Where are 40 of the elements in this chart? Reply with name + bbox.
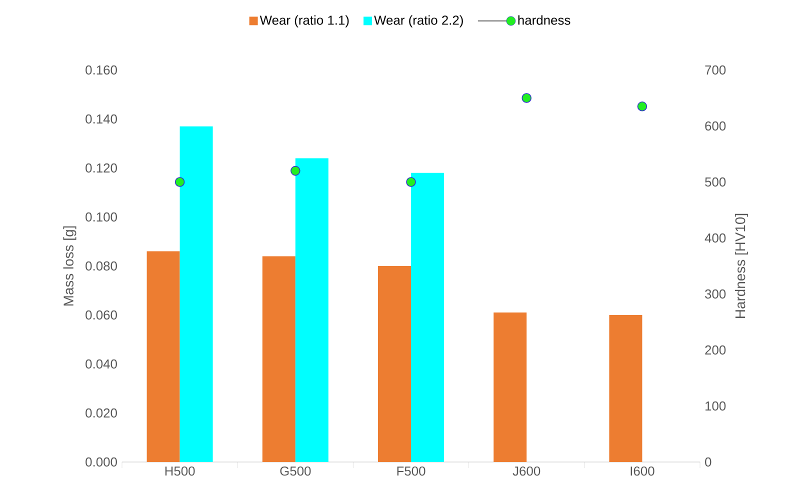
legend-label: hardness [518, 15, 570, 25]
point [406, 177, 416, 187]
y-tick-label: 0.120 [86, 163, 117, 173]
y2-tick-label: 100 [706, 401, 726, 411]
y-tick-label: 0.060 [86, 310, 117, 320]
x-tick-label: G500 [280, 466, 311, 476]
y-tick-label: 0.100 [86, 212, 117, 222]
point [290, 166, 300, 176]
legend-label: Wear (ratio 2.2) [374, 15, 463, 28]
y-tick-label: 0.040 [86, 359, 117, 369]
y2-tick-label: 300 [705, 289, 726, 299]
bar [262, 256, 296, 462]
x-tick-label: I600 [630, 466, 654, 476]
bar [609, 315, 642, 462]
x-tick-label: J600 [512, 466, 540, 476]
y-tick-label: 0.160 [86, 65, 117, 75]
point [174, 177, 185, 187]
y-tick-label: 0.080 [86, 261, 117, 271]
bar [378, 266, 411, 462]
y-tick-label: 0.140 [86, 114, 117, 124]
y-tick-label: 0.000 [86, 457, 117, 467]
y-tick-label: 0.020 [86, 408, 117, 418]
x-tick-label: F500 [397, 466, 426, 476]
y2-tick-label: 400 [704, 233, 726, 243]
y2-tick-label: 700 [705, 65, 726, 75]
point [522, 93, 532, 103]
y-axis-title: Mass loss [g] [63, 226, 76, 306]
y2-axis-title: Hardness [HV10] [734, 214, 748, 318]
y2-tick-label: 200 [705, 345, 726, 355]
y2-tick-label: 600 [705, 121, 726, 131]
legend-label: Wear (ratio 1.1) [260, 15, 349, 28]
y2-tick-label: 0 [705, 457, 712, 467]
point [637, 102, 648, 112]
bar [411, 172, 444, 462]
bar [494, 312, 527, 462]
bar [180, 126, 213, 462]
x-tick-label: H500 [165, 466, 195, 476]
y2-tick-label: 500 [705, 177, 726, 187]
bar [295, 158, 328, 462]
bar [146, 251, 180, 462]
